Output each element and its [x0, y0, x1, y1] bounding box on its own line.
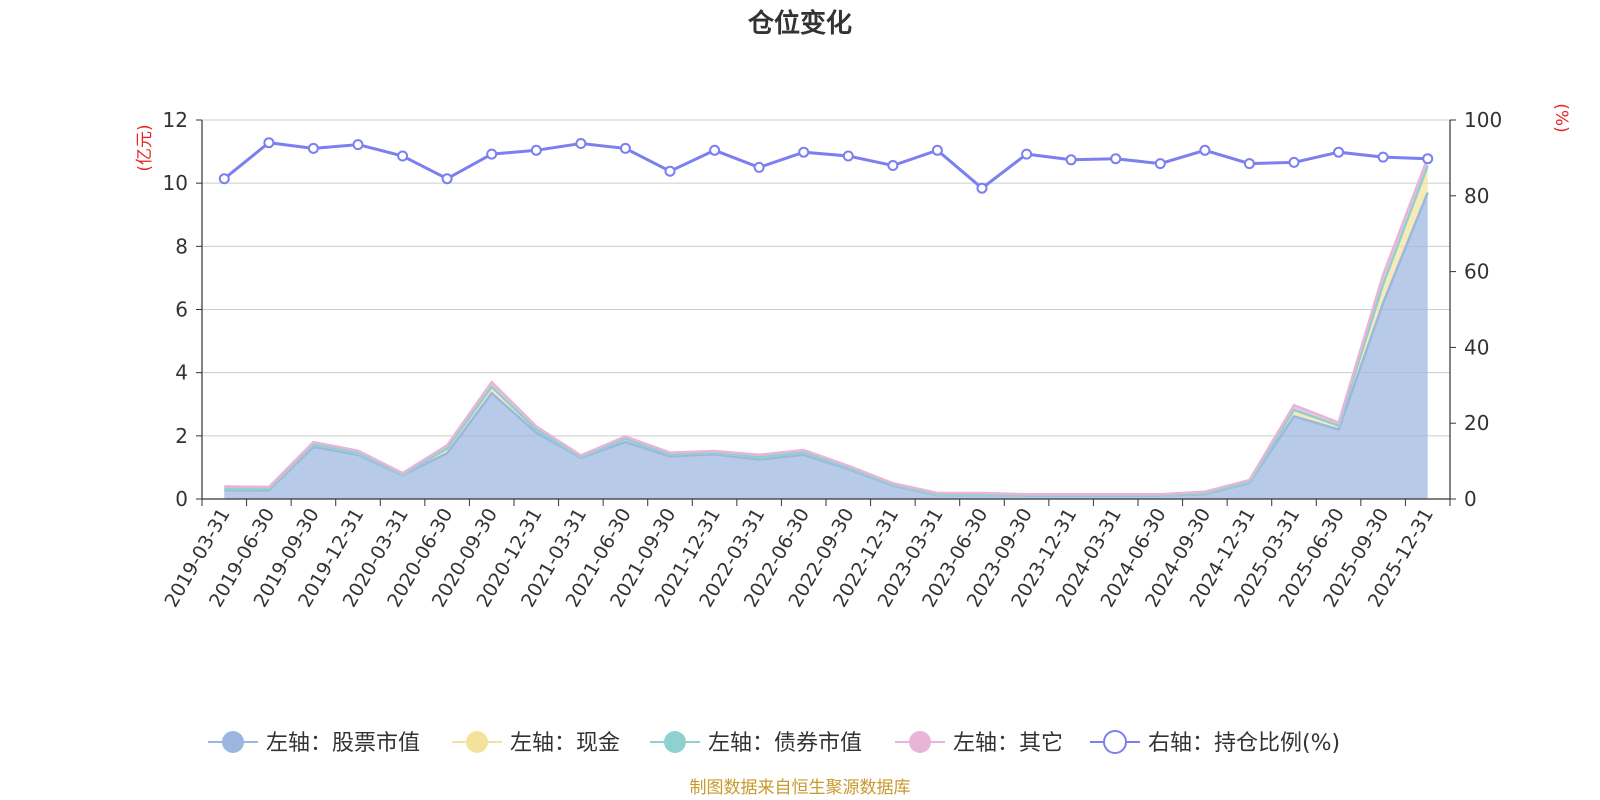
- legend-item: 左轴：现金: [452, 731, 620, 756]
- ratio-point: [887, 160, 899, 171]
- ratio-point: [530, 144, 542, 156]
- ratio-line: [223, 141, 1428, 191]
- legend-marker: [1103, 730, 1127, 754]
- grid-lines: [202, 119, 1450, 437]
- ratio-point: [619, 142, 631, 154]
- left-axis-tick-label: 0: [175, 487, 188, 511]
- legend-marker: [222, 731, 244, 753]
- ratio-point: [664, 165, 676, 177]
- ratio-point: [397, 150, 409, 162]
- ratio-point: [1377, 151, 1389, 163]
- ratio-point: [575, 138, 587, 149]
- legend-label: 左轴：债券市值: [708, 731, 862, 756]
- right-axis-tick-label: 20: [1464, 411, 1489, 435]
- ratio-point: [352, 139, 364, 151]
- area-edge-左轴：债券市值: [224, 165, 1429, 497]
- right-axis-tick-label: 40: [1464, 335, 1489, 359]
- left-axis-tick-label: 4: [175, 361, 188, 385]
- area-edge-左轴：现金: [224, 165, 1429, 497]
- area-edge-左轴：其它: [224, 157, 1429, 496]
- left-axis-tick-label: 10: [163, 171, 188, 195]
- ratio-point: [1110, 153, 1122, 165]
- area-edge-左轴：股票市值: [224, 192, 1429, 498]
- left-axis-tick-label: 6: [175, 298, 188, 322]
- ratio-point: [842, 150, 854, 162]
- legend-item: 右轴：持仓比例(%): [1090, 730, 1340, 756]
- area-左轴：股票市值: [224, 192, 1428, 499]
- legend-item: 左轴：其它: [895, 731, 1063, 756]
- legend-item: 左轴：债券市值: [650, 731, 862, 756]
- legend-marker: [466, 731, 488, 753]
- chart-title: 仓位变化: [747, 8, 852, 39]
- right-axis-tick-label: 0: [1464, 487, 1477, 511]
- right-axis-unit: (%): [1551, 103, 1571, 132]
- legend-label: 左轴：现金: [510, 731, 620, 756]
- ratio-point: [709, 144, 721, 156]
- ratio-point: [441, 173, 453, 185]
- ratio-point: [1243, 158, 1255, 170]
- legend-label: 左轴：其它: [953, 731, 1063, 756]
- ratio-point: [1288, 156, 1300, 168]
- ratio-point: [1333, 146, 1345, 158]
- ratio-point: [263, 137, 275, 149]
- ratio-point: [1154, 158, 1166, 170]
- area-左轴：现金: [224, 165, 1428, 496]
- ratio-line-series: [218, 137, 1434, 194]
- ratio-point: [1021, 148, 1033, 160]
- ratio-point: [307, 142, 319, 154]
- left-axis-tick-label: 2: [175, 424, 188, 448]
- ratio-point: [931, 144, 943, 156]
- legend-label: 左轴：股票市值: [266, 731, 420, 756]
- ratio-point: [1065, 154, 1077, 166]
- right-axis-tick-label: 80: [1464, 184, 1489, 208]
- right-axis-tick-label: 100: [1464, 108, 1502, 132]
- ratio-point: [486, 148, 498, 160]
- area-左轴：其它: [224, 157, 1428, 496]
- legend: 左轴：股票市值 左轴：现金 左轴：债券市值 左轴：其它 右轴：持仓比例(%): [208, 730, 1340, 756]
- legend-label: 右轴：持仓比例(%): [1148, 731, 1340, 756]
- legend-marker: [664, 731, 686, 753]
- left-axis-unit: (亿元): [135, 124, 155, 171]
- ratio-point: [976, 182, 988, 194]
- left-axis-tick-label: 12: [163, 108, 188, 132]
- legend-item: 左轴：股票市值: [208, 731, 420, 756]
- legend-marker: [909, 731, 931, 753]
- ratio-point: [1422, 153, 1434, 165]
- ratio-point: [1199, 144, 1211, 156]
- data-source-note: 制图数据来自恒生聚源数据库: [690, 778, 911, 798]
- left-axis-tick-label: 8: [175, 234, 188, 258]
- right-axis-tick-label: 60: [1464, 260, 1489, 284]
- area-左轴：债券市值: [224, 165, 1428, 496]
- ratio-point: [218, 173, 230, 185]
- stacked-area-series: [224, 157, 1429, 499]
- ratio-point: [753, 161, 765, 173]
- ratio-point: [798, 146, 810, 158]
